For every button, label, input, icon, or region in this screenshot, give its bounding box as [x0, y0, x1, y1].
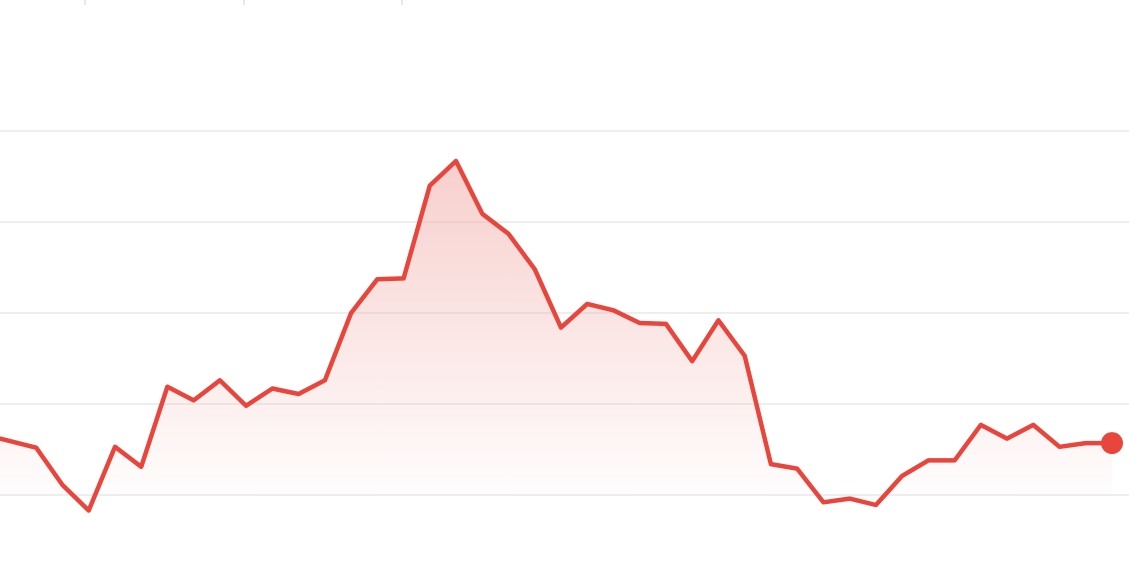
series-line [0, 158, 1115, 513]
area-fill [0, 161, 1112, 511]
last-point-marker [1101, 432, 1123, 455]
data-point-31 [821, 500, 825, 504]
data-point-22 [585, 302, 589, 306]
data-point-16 [428, 184, 432, 188]
data-point-40 [1058, 445, 1062, 449]
data-point-37 [979, 423, 983, 427]
data-point-24 [638, 321, 642, 325]
data-point-34 [900, 474, 904, 478]
data-point-15 [402, 276, 406, 280]
data-point-10 [270, 387, 274, 391]
data-point-5 [139, 465, 143, 469]
data-point-23 [612, 308, 616, 312]
data-point-25 [664, 322, 668, 326]
data-point-30 [795, 467, 799, 471]
data-point-8 [218, 378, 222, 382]
top-axis-ticks [84, 0, 403, 5]
data-point-32 [848, 497, 852, 501]
data-point-36 [953, 458, 957, 462]
data-point-29 [769, 462, 773, 466]
data-point-41 [1084, 441, 1088, 445]
data-point-19 [507, 232, 511, 236]
data-point-20 [533, 267, 537, 271]
data-point-27 [716, 318, 720, 322]
data-point-6 [165, 385, 169, 389]
data-point-12 [323, 378, 327, 382]
data-point-4 [113, 445, 117, 449]
data-point-26 [690, 359, 694, 363]
data-point-14 [375, 277, 379, 281]
data-point-2 [61, 483, 65, 487]
data-point-17 [454, 159, 458, 163]
data-point-9 [244, 404, 248, 408]
data-point-28 [743, 354, 747, 358]
data-point-39 [1031, 423, 1035, 427]
data-point-11 [297, 392, 301, 396]
data-point-3 [87, 509, 91, 513]
data-point-7 [192, 398, 196, 402]
data-point-13 [349, 311, 353, 315]
data-point-21 [559, 326, 563, 330]
data-point-18 [480, 212, 484, 216]
data-point-38 [1005, 437, 1009, 441]
data-point-35 [926, 458, 930, 462]
data-point-1 [34, 446, 38, 450]
data-point-33 [874, 503, 878, 507]
